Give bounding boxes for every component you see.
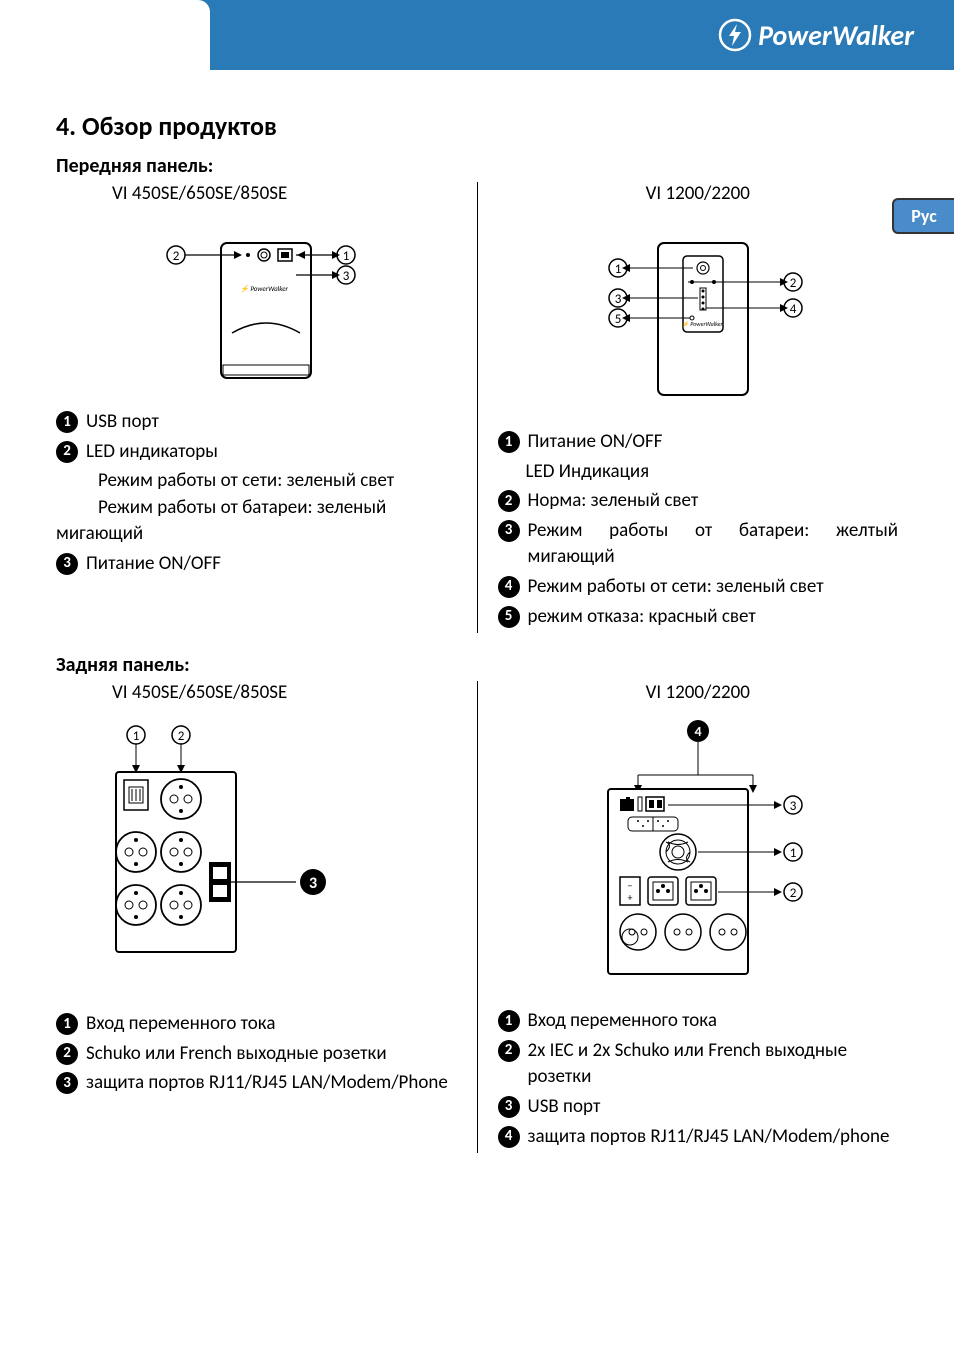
legend-row: 3 Режим работы от батареи: желтый мигающ… bbox=[498, 518, 899, 571]
svg-text:1: 1 bbox=[789, 846, 796, 861]
legend-row: 5 режим отказа: красный свет bbox=[498, 604, 899, 631]
front-left-diagram: ⚡ PowerWalker 2 1 3 bbox=[56, 213, 457, 393]
front-right-col: VI 1200/2200 ⚡ PowerWalker bbox=[478, 182, 899, 633]
legend-num-2: 2 bbox=[498, 1040, 520, 1062]
legend-text: Режим работы от сети: зеленый свет bbox=[528, 574, 899, 601]
svg-text:+: + bbox=[627, 891, 632, 904]
svg-text:2: 2 bbox=[789, 886, 796, 901]
section-title: 4. Обзор продуктов bbox=[56, 110, 898, 142]
svg-text:3: 3 bbox=[343, 269, 350, 284]
svg-text:2: 2 bbox=[173, 249, 180, 264]
legend-num-2: 2 bbox=[498, 490, 520, 512]
legend-row: 4 защита портов RJ11/RJ45 LAN/Modem/phon… bbox=[498, 1124, 899, 1151]
legend-subtext: Режим работы от батареи: зеленый мигающи… bbox=[56, 495, 457, 548]
svg-text:3: 3 bbox=[789, 799, 796, 814]
front-right-diagram: ⚡ PowerWalker 1 3 5 2 bbox=[498, 213, 899, 413]
legend-row: 3 USB порт bbox=[498, 1094, 899, 1121]
svg-text:1: 1 bbox=[133, 729, 140, 744]
brand-logo: PowerWalker bbox=[718, 18, 914, 53]
front-panel-row: VI 450SE/650SE/850SE ⚡ PowerWalker bbox=[56, 182, 898, 633]
legend-num-3: 3 bbox=[498, 1096, 520, 1118]
page-content: 4. Обзор продуктов Передняя панель: VI 4… bbox=[0, 70, 954, 1153]
legend-row: 1 Питание ON/OFF bbox=[498, 429, 899, 456]
legend-subtext: Режим работы от сети: зеленый свет bbox=[56, 468, 457, 495]
svg-text:⚡ PowerWalker: ⚡ PowerWalker bbox=[681, 320, 723, 328]
legend-text: USB порт bbox=[86, 409, 457, 436]
legend-text: Вход переменного тока bbox=[528, 1008, 899, 1035]
legend-num-3: 3 bbox=[56, 553, 78, 575]
legend-row: 4 Режим работы от сети: зеленый свет bbox=[498, 574, 899, 601]
legend-text: защита портов RJ11/RJ45 LAN/Modem/Phone bbox=[86, 1070, 457, 1097]
legend-row: 2 Норма: зеленый свет bbox=[498, 488, 899, 515]
svg-text:4: 4 bbox=[694, 723, 701, 740]
svg-text:4: 4 bbox=[789, 302, 796, 317]
page-header: PowerWalker bbox=[0, 0, 954, 70]
legend-text: Питание ON/OFF bbox=[528, 429, 899, 456]
legend-num-1: 1 bbox=[498, 1010, 520, 1032]
legend-text: защита портов RJ11/RJ45 LAN/Modem/phone bbox=[528, 1124, 899, 1151]
legend-subheading: LED Индикация bbox=[498, 459, 899, 486]
legend-row: 2 2x IEC и 2x Schuko или French выходные… bbox=[498, 1038, 899, 1091]
svg-text:1: 1 bbox=[343, 249, 350, 264]
legend-row: 3 Питание ON/OFF bbox=[56, 551, 457, 578]
svg-text:1: 1 bbox=[614, 262, 621, 277]
legend-num-4: 4 bbox=[498, 576, 520, 598]
front-left-col: VI 450SE/650SE/850SE ⚡ PowerWalker bbox=[56, 182, 477, 633]
legend-text: режим отказа: красный свет bbox=[528, 604, 899, 631]
front-panel-title: Передняя панель: bbox=[56, 154, 898, 178]
rear-panel-title: Задняя панель: bbox=[56, 653, 898, 677]
legend-num-1: 1 bbox=[56, 1013, 78, 1035]
legend-num-3: 3 bbox=[498, 520, 520, 542]
rear-right-diagram: 4 bbox=[498, 712, 899, 992]
legend-row: 2 Schuko или French выходные розетки bbox=[56, 1041, 457, 1068]
model-label-left: VI 450SE/650SE/850SE bbox=[56, 681, 457, 704]
svg-text:2: 2 bbox=[789, 276, 796, 291]
rear-left-col: VI 450SE/650SE/850SE 1 2 bbox=[56, 681, 477, 1153]
legend-num-1: 1 bbox=[498, 431, 520, 453]
legend-text: Питание ON/OFF bbox=[86, 551, 457, 578]
rear-panel-row: VI 450SE/650SE/850SE 1 2 bbox=[56, 681, 898, 1153]
legend-text: Режим работы от батареи: желтый мигающий bbox=[528, 518, 899, 571]
model-label-left: VI 450SE/650SE/850SE bbox=[56, 182, 457, 205]
brand-text: PowerWalker bbox=[758, 18, 914, 53]
legend-row: 1 Вход переменного тока bbox=[56, 1011, 457, 1038]
legend-text: Schuko или French выходные розетки bbox=[86, 1041, 457, 1068]
legend-text: 2x IEC и 2x Schuko или French выходные р… bbox=[528, 1038, 899, 1091]
power-icon bbox=[718, 18, 752, 52]
svg-text:5: 5 bbox=[614, 312, 621, 327]
legend-row: 2 LED индикаторы bbox=[56, 439, 457, 466]
model-label-right: VI 1200/2200 bbox=[498, 182, 899, 205]
legend-text: Вход переменного тока bbox=[86, 1011, 457, 1038]
header-corner-tab bbox=[0, 0, 210, 70]
svg-text:3: 3 bbox=[309, 874, 317, 893]
legend-num-4: 4 bbox=[498, 1126, 520, 1148]
rear-right-col: VI 1200/2200 4 bbox=[478, 681, 899, 1153]
legend-num-3: 3 bbox=[56, 1072, 78, 1094]
legend-num-2: 2 bbox=[56, 1043, 78, 1065]
legend-num-5: 5 bbox=[498, 606, 520, 628]
legend-num-2: 2 bbox=[56, 441, 78, 463]
legend-text: Норма: зеленый свет bbox=[528, 488, 899, 515]
model-label-right: VI 1200/2200 bbox=[498, 681, 899, 704]
svg-text:3: 3 bbox=[614, 292, 621, 307]
legend-row: 3 защита портов RJ11/RJ45 LAN/Modem/Phon… bbox=[56, 1070, 457, 1097]
legend-text: LED индикаторы bbox=[86, 439, 457, 466]
legend-row: 1 USB порт bbox=[56, 409, 457, 436]
language-tab: Рус bbox=[892, 198, 954, 234]
legend-row: 1 Вход переменного тока bbox=[498, 1008, 899, 1035]
rear-left-diagram: 1 2 bbox=[56, 712, 457, 972]
legend-text: USB порт bbox=[528, 1094, 899, 1121]
svg-text:⚡ PowerWalker: ⚡ PowerWalker bbox=[240, 284, 289, 293]
svg-text:2: 2 bbox=[178, 729, 185, 744]
legend-num-1: 1 bbox=[56, 411, 78, 433]
